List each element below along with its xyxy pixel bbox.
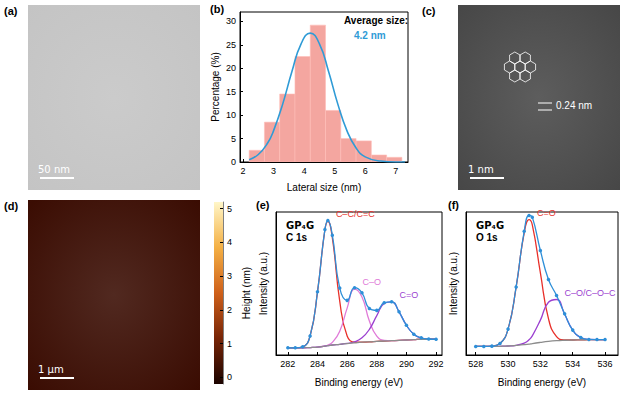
svg-text:C–O/C–O–C: C–O/C–O–C [565, 288, 617, 298]
svg-text:534: 534 [565, 359, 580, 369]
svg-text:Percentage (%): Percentage (%) [210, 52, 221, 121]
svg-text:4: 4 [227, 237, 232, 247]
svg-text:282: 282 [280, 359, 295, 369]
svg-text:(c): (c) [422, 5, 436, 17]
svg-text:3: 3 [227, 271, 232, 281]
svg-text:0: 0 [227, 372, 232, 382]
svg-text:4: 4 [302, 166, 307, 176]
svg-text:25: 25 [226, 40, 236, 50]
svg-text:5: 5 [332, 166, 337, 176]
svg-text:(f): (f) [448, 199, 459, 211]
svg-text:10: 10 [226, 110, 236, 120]
svg-text:C=O: C=O [400, 290, 419, 300]
svg-text:50 nm: 50 nm [38, 164, 70, 175]
svg-text:Lateral size (nm): Lateral size (nm) [287, 182, 361, 193]
svg-text:532: 532 [533, 359, 548, 369]
svg-text:Height (nm): Height (nm) [241, 267, 252, 319]
svg-text:GP₄G: GP₄G [286, 220, 314, 231]
svg-text:15: 15 [226, 87, 236, 97]
svg-text:4.2 nm: 4.2 nm [354, 30, 386, 41]
svg-text:Binding energy (eV): Binding energy (eV) [315, 377, 403, 388]
svg-text:290: 290 [399, 359, 414, 369]
svg-text:(b): (b) [210, 3, 224, 15]
svg-text:Binding energy (eV): Binding energy (eV) [498, 377, 586, 388]
svg-text:284: 284 [310, 359, 325, 369]
svg-text:2: 2 [241, 166, 246, 176]
svg-text:292: 292 [429, 359, 444, 369]
svg-text:C–C/C=C: C–C/C=C [336, 209, 375, 219]
svg-text:2: 2 [227, 305, 232, 315]
svg-text:O 1s: O 1s [476, 232, 498, 243]
svg-text:1: 1 [227, 339, 232, 349]
svg-text:5: 5 [231, 134, 236, 144]
svg-text:530: 530 [501, 359, 516, 369]
svg-text:(d): (d) [4, 200, 18, 212]
svg-text:288: 288 [369, 359, 384, 369]
svg-text:5: 5 [227, 204, 232, 214]
svg-text:30: 30 [226, 16, 236, 26]
svg-text:(e): (e) [256, 199, 270, 211]
svg-text:1 nm: 1 nm [468, 164, 494, 175]
svg-text:6: 6 [363, 166, 368, 176]
svg-text:0: 0 [231, 157, 236, 167]
svg-text:(a): (a) [4, 5, 18, 17]
svg-text:1 μm: 1 μm [38, 364, 64, 375]
svg-text:3: 3 [271, 166, 276, 176]
svg-text:Average size:: Average size: [344, 15, 408, 26]
svg-text:536: 536 [598, 359, 613, 369]
svg-text:0.24 nm: 0.24 nm [556, 100, 592, 111]
svg-text:C=O: C=O [537, 208, 556, 218]
svg-text:C 1s: C 1s [286, 232, 308, 243]
svg-text:C–O: C–O [363, 277, 382, 287]
svg-text:7: 7 [393, 166, 398, 176]
svg-text:20: 20 [226, 63, 236, 73]
svg-text:528: 528 [468, 359, 483, 369]
svg-text:Intensity (a.u.): Intensity (a.u.) [448, 252, 459, 315]
svg-text:GP₄G: GP₄G [476, 220, 504, 231]
svg-text:286: 286 [340, 359, 355, 369]
svg-text:Intensity (a.u.): Intensity (a.u.) [258, 252, 269, 315]
